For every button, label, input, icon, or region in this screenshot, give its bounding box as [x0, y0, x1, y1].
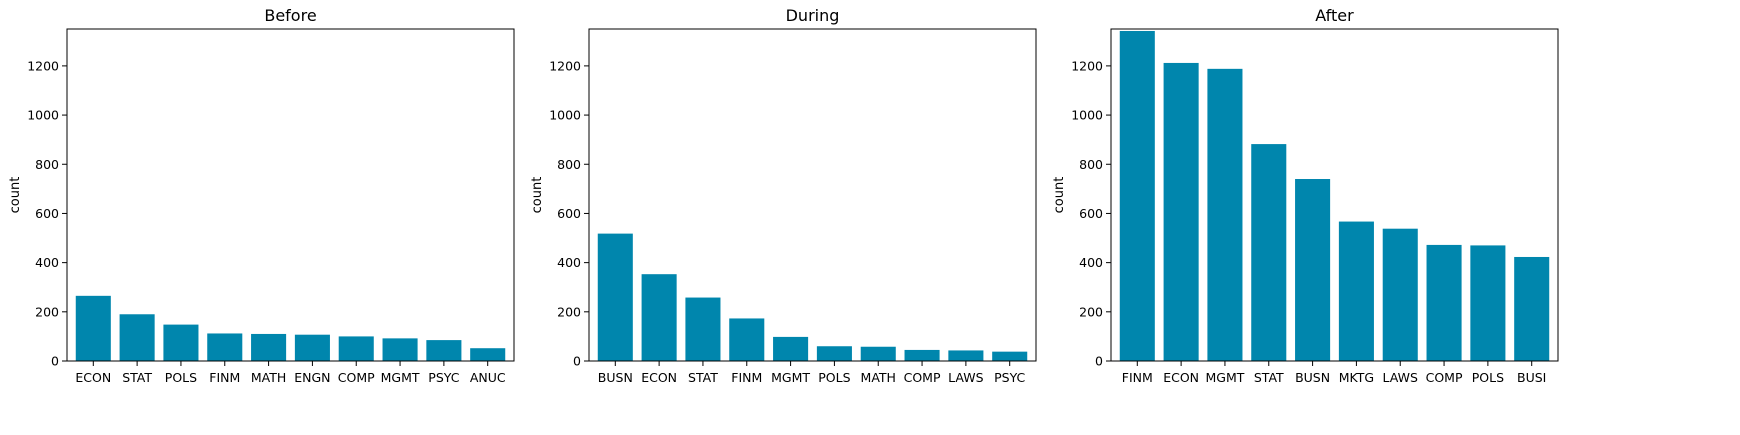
chart-panel-3: FINM ECON MGMT STAT BUSN MKTG LAWS COMP POLS BUSI…: [1052, 6, 1559, 385]
x-tick-label: BUSI: [1517, 370, 1546, 385]
x-tick-label: BUSN: [1295, 370, 1330, 385]
y-tick-label: 400: [1079, 255, 1103, 270]
bar-pols: [163, 324, 199, 361]
bar-engn: [294, 334, 330, 361]
bar-pols: [816, 346, 852, 361]
x-tick-label: STAT: [688, 370, 718, 385]
bar-anuc: [470, 348, 506, 361]
bar-stat: [685, 297, 721, 361]
x-tick-label: FINM: [209, 370, 240, 385]
bar-math: [860, 346, 896, 361]
y-tick-label: 1200: [549, 58, 581, 73]
x-tick-label: COMP: [1426, 370, 1463, 385]
x-tick-label: ECON: [75, 370, 111, 385]
bar-laws: [1382, 228, 1418, 361]
y-tick-label: 400: [35, 255, 59, 270]
bar-pols: [1470, 245, 1506, 361]
bar-econ: [1163, 62, 1199, 361]
bar-mgmt: [382, 338, 418, 361]
bar-finm: [207, 333, 243, 361]
chart-title: During: [786, 6, 840, 25]
bar-mktg: [1338, 221, 1374, 361]
axes-frame: [1110, 28, 1559, 362]
x-tick-label: COMP: [338, 370, 375, 385]
x-tick-label: FINM: [1122, 370, 1153, 385]
chart-panel-2: BUSN ECON STAT FINM MGMT POLS MATH COMP LAWS PSYC…: [530, 6, 1037, 385]
y-tick-label: 0: [573, 354, 581, 369]
y-tick-label: 0: [51, 354, 59, 369]
bar-comp: [1426, 244, 1462, 361]
x-tick-label: ENGN: [294, 370, 330, 385]
x-tick-label: ECON: [1163, 370, 1199, 385]
x-tick-label: POLS: [1472, 370, 1504, 385]
bar-finm: [729, 318, 765, 361]
y-tick-label: 1000: [27, 108, 59, 123]
x-tick-label: MGMT: [1205, 370, 1244, 385]
y-tick-label: 800: [557, 157, 581, 172]
bar-econ: [641, 274, 677, 361]
x-tick-label: POLS: [165, 370, 197, 385]
axes-frame: [588, 28, 1037, 362]
x-tick-label: LAWS: [1383, 370, 1418, 385]
y-tick-label: 200: [557, 304, 581, 319]
y-tick-label: 1200: [27, 58, 59, 73]
chart-title: After: [1315, 6, 1354, 25]
y-tick-label: 200: [1079, 304, 1103, 319]
x-tick-label: POLS: [818, 370, 850, 385]
y-axis-label: count: [1052, 177, 1067, 214]
bar-psyc: [426, 340, 462, 361]
chart-panel-1: ECON STAT POLS FINM MATH ENGN COMP MGMT PSYC ANUC…: [8, 6, 515, 385]
x-tick-label: FINM: [731, 370, 762, 385]
x-tick-label: STAT: [122, 370, 152, 385]
bar-busn: [597, 233, 633, 361]
y-tick-label: 400: [557, 255, 581, 270]
y-tick-label: 800: [1079, 157, 1103, 172]
bar-comp: [338, 336, 374, 361]
bar-comp: [904, 349, 940, 361]
bar-busn: [1295, 179, 1331, 361]
bar-psyc: [992, 351, 1028, 361]
x-tick-label: ANUC: [470, 370, 506, 385]
y-tick-label: 600: [1079, 206, 1103, 221]
chart-title: Before: [264, 6, 316, 25]
x-tick-label: MGMT: [381, 370, 420, 385]
y-tick-label: 600: [557, 206, 581, 221]
x-tick-label: PSYC: [994, 370, 1025, 385]
x-tick-label: LAWS: [948, 370, 983, 385]
x-tick-label: MATH: [251, 370, 286, 385]
y-tick-label: 1200: [1071, 58, 1103, 73]
y-tick-label: 600: [35, 206, 59, 221]
y-axis-label: count: [8, 177, 23, 214]
bar-econ: [75, 295, 111, 361]
bar-finm: [1119, 30, 1155, 361]
bar-busi: [1514, 256, 1550, 361]
y-axis-label: count: [530, 177, 545, 214]
x-tick-label: MGMT: [771, 370, 810, 385]
y-tick-label: 200: [35, 304, 59, 319]
axes-frame: [66, 28, 515, 362]
y-tick-label: 1000: [1071, 108, 1103, 123]
y-tick-label: 800: [35, 157, 59, 172]
y-tick-label: 1000: [549, 108, 581, 123]
y-tick-label: 0: [1095, 354, 1103, 369]
x-tick-label: BUSN: [598, 370, 633, 385]
x-tick-label: COMP: [904, 370, 941, 385]
bar-stat: [1251, 144, 1287, 361]
bar-mgmt: [773, 336, 809, 361]
bar-laws: [948, 350, 984, 361]
x-tick-label: PSYC: [428, 370, 459, 385]
bar-mgmt: [1207, 68, 1243, 361]
bar-stat: [119, 314, 155, 361]
x-tick-label: MKTG: [1339, 370, 1374, 385]
x-tick-label: ECON: [641, 370, 677, 385]
x-tick-label: STAT: [1254, 370, 1284, 385]
x-tick-label: MATH: [861, 370, 896, 385]
bar-math: [251, 333, 287, 361]
